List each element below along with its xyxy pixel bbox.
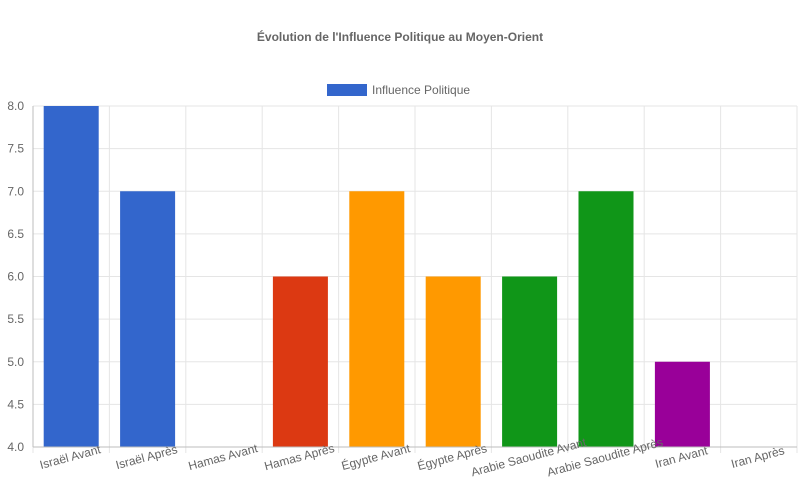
x-tick-label: Hamas Avant (187, 441, 260, 473)
bar[interactable] (502, 276, 558, 448)
bars (43, 106, 710, 448)
y-tick-label: 5.0 (7, 355, 24, 369)
legend[interactable]: Influence Politique (327, 83, 470, 97)
y-tick-label: 7.0 (7, 184, 24, 198)
bar[interactable] (272, 276, 328, 448)
y-tick-label: 5.5 (7, 312, 24, 326)
y-axis: 8.0 7.5 7.0 6.5 6.0 5.5 5.0 4.5 4.0 (7, 99, 34, 454)
chart-title: Évolution de l'Influence Politique au Mo… (257, 29, 543, 44)
bar[interactable] (43, 106, 99, 447)
bar[interactable] (349, 191, 405, 447)
y-tick-label: 8.0 (7, 99, 24, 113)
bar[interactable] (120, 191, 176, 447)
legend-swatch (327, 84, 367, 96)
bar[interactable] (578, 191, 634, 447)
y-tick-label: 4.0 (7, 440, 24, 454)
y-tick-label: 6.5 (7, 227, 24, 241)
y-tick-label: 7.5 (7, 142, 24, 156)
bar[interactable] (425, 276, 481, 448)
legend-label: Influence Politique (372, 83, 470, 97)
y-tick-label: 6.0 (7, 270, 24, 284)
y-tick-label: 4.5 (7, 397, 24, 411)
bar[interactable] (654, 361, 710, 447)
